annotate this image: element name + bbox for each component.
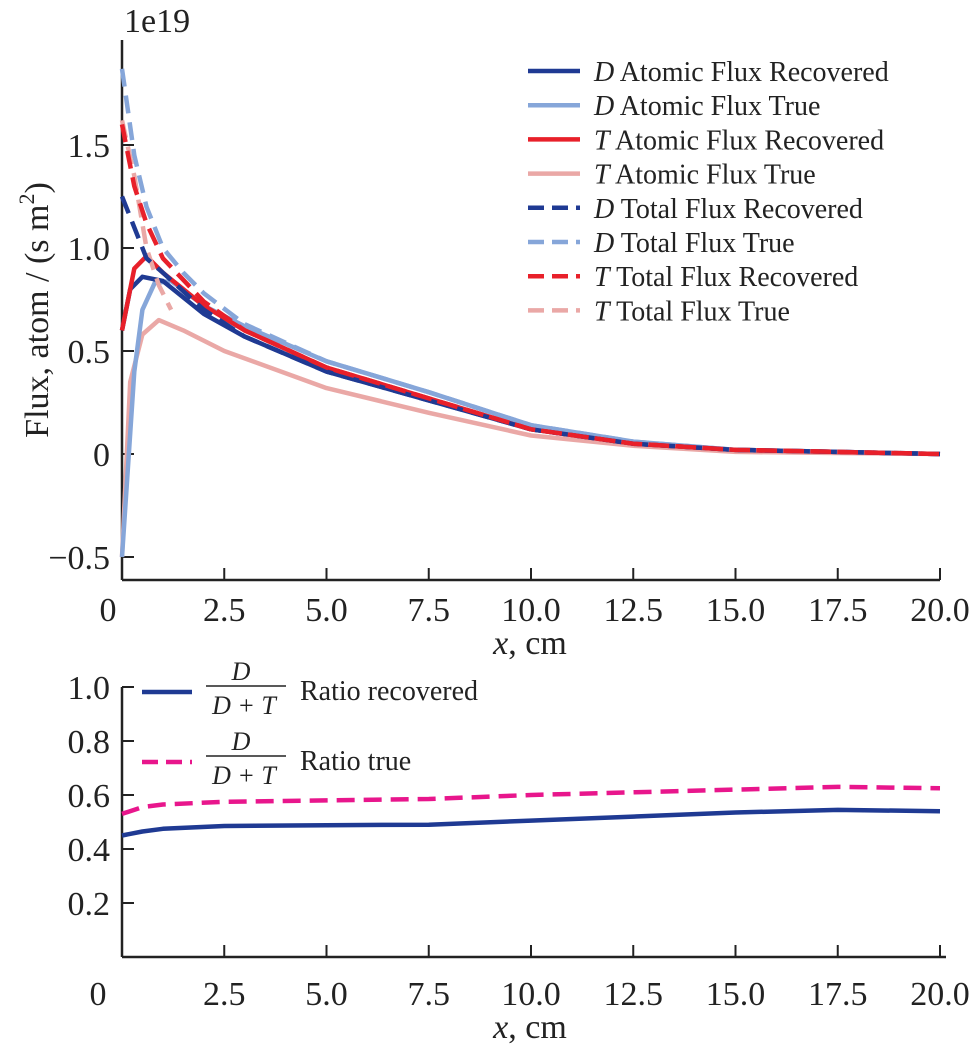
- y-tick-label: 1.5: [68, 128, 111, 165]
- legend-label: Atomic Flux Recovered: [614, 57, 889, 88]
- x-tick-label: 12.5: [604, 976, 664, 1013]
- x-tick-label: 7.5: [408, 592, 451, 629]
- x-tick-label: 10.0: [501, 976, 561, 1013]
- legend-entry: D Atomic Flux True: [593, 91, 820, 122]
- y-tick-label: 1.0: [68, 231, 111, 268]
- x-tick-label: 20.0: [910, 976, 970, 1013]
- x-axis-label: x, cm: [492, 625, 567, 662]
- x-tick-label: 7.5: [408, 976, 451, 1013]
- x-tick-label: 12.5: [604, 592, 664, 629]
- legend-species: D: [593, 194, 614, 225]
- legend-species: T: [594, 160, 612, 191]
- x-axis-label-unit: , cm: [508, 1009, 567, 1046]
- x-tick-label: 0: [100, 592, 117, 629]
- legend-entry: D Total Flux True: [593, 228, 795, 259]
- x-tick-label: 10.0: [501, 592, 561, 629]
- y-tick-label: −0.5: [48, 540, 110, 577]
- multiplier-label: 1e19: [124, 3, 190, 40]
- y-axis-label-end: ): [19, 182, 56, 193]
- x-tick-label: 0: [90, 976, 107, 1013]
- x-tick-label: 17.5: [808, 592, 868, 629]
- legend-label: Ratio true: [300, 746, 411, 777]
- legend-fraction-denominator: D + T: [211, 761, 277, 790]
- y-tick-label: 0: [93, 437, 110, 474]
- x-tick-label: 5.0: [305, 592, 348, 629]
- legend-entry: T Total Flux True: [594, 296, 790, 327]
- legend-entry: D Atomic Flux Recovered: [593, 57, 889, 88]
- legend-label: Total Flux True: [614, 228, 794, 259]
- legend-label: Atomic Flux True: [610, 160, 816, 191]
- series-line-5: [119, 195, 941, 457]
- legend-entry: D Total Flux Recovered: [593, 194, 863, 225]
- legend-entry: T Atomic Flux Recovered: [594, 125, 884, 156]
- ratio-line-2: [121, 784, 941, 817]
- legend-fraction-numerator: D: [231, 657, 251, 686]
- legend-entry: T Atomic Flux True: [594, 160, 816, 191]
- ratio-line-1: [121, 807, 941, 838]
- legend-species: D: [593, 228, 614, 259]
- x-tick-label: 2.5: [203, 976, 246, 1013]
- series-line-7: [119, 123, 941, 457]
- legend-label: Total Flux True: [610, 296, 790, 327]
- y-tick-label: 1.0: [68, 670, 111, 707]
- legend-label: Total Flux Recovered: [610, 262, 859, 293]
- legend-species: T: [594, 125, 612, 156]
- legend-label: Atomic Flux True: [614, 91, 820, 122]
- series-line-4: [119, 317, 941, 558]
- x-axis-label-var: x: [492, 1009, 508, 1046]
- legend-entry: T Total Flux Recovered: [594, 262, 858, 293]
- x-tick-label: 20.0: [910, 592, 970, 629]
- x-axis-label-unit: , cm: [508, 625, 567, 662]
- legend-label: Total Flux Recovered: [614, 194, 863, 225]
- y-tick-label: 0.8: [68, 724, 111, 761]
- x-tick-label: 17.5: [808, 976, 868, 1013]
- legend-fraction-denominator: D + T: [211, 691, 277, 720]
- y-axis-label-text: Flux, atom / (s m: [19, 205, 56, 438]
- x-tick-label: 15.0: [706, 976, 766, 1013]
- y-tick-label: 0.6: [68, 778, 111, 815]
- legend-label: Atomic Flux Recovered: [610, 125, 885, 156]
- y-axis-label-sup: 2: [14, 194, 39, 205]
- series-line-2: [119, 278, 941, 558]
- legend-fraction-numerator: D: [231, 727, 251, 756]
- x-tick-label: 5.0: [305, 976, 348, 1013]
- x-axis-label-var: x: [492, 625, 508, 662]
- y-tick-label: 0.5: [68, 334, 111, 371]
- legend-species: D: [593, 91, 614, 122]
- x-tick-label: 15.0: [706, 592, 766, 629]
- x-tick-label: 2.5: [203, 592, 246, 629]
- y-tick-label: 0.4: [68, 832, 111, 869]
- x-axis-label-bottom: x, cm: [492, 1009, 567, 1046]
- legend-species: T: [594, 262, 612, 293]
- legend-species: T: [594, 296, 612, 327]
- legend-species: D: [593, 57, 614, 88]
- legend-label: Ratio recovered: [300, 676, 478, 707]
- y-tick-label: 0.2: [68, 886, 111, 923]
- y-axis-label: Flux, atom / (s m2): [14, 182, 56, 438]
